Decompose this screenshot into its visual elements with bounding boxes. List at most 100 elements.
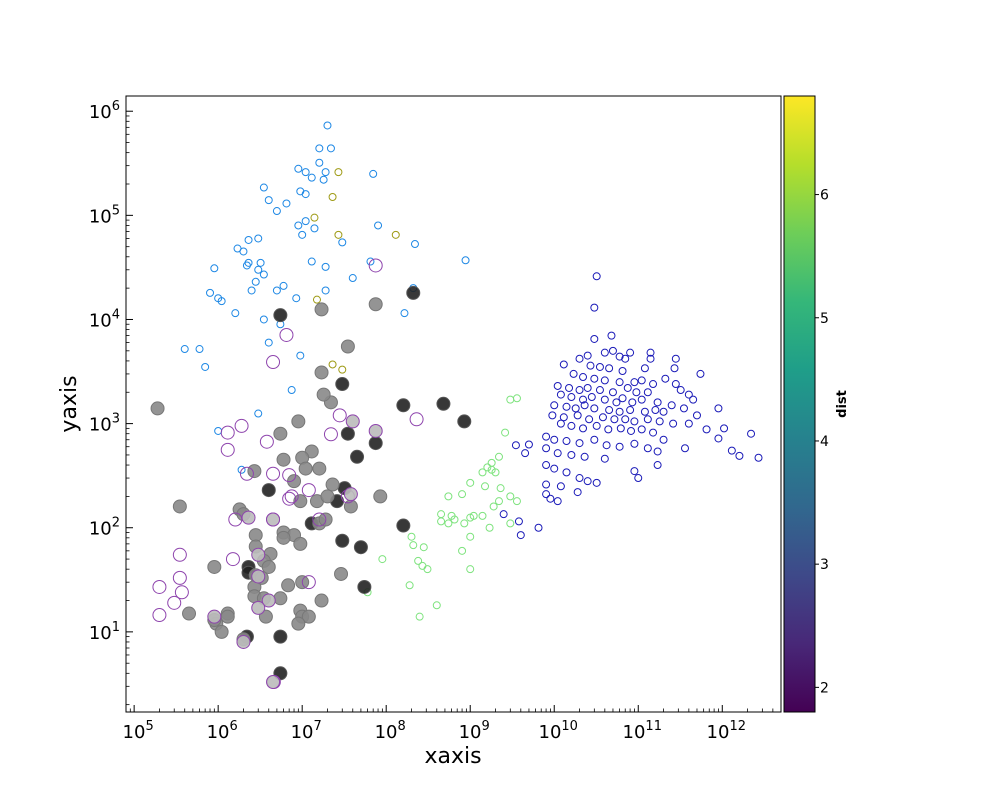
scatter-point [419, 543, 428, 552]
scatter-point [237, 465, 246, 474]
scatter-point [661, 374, 670, 383]
scatter-point [534, 523, 543, 532]
scatter-point [542, 490, 551, 499]
scatter-point [612, 398, 621, 407]
scatter-point [298, 230, 307, 239]
colorbar-tick-label: 2 [820, 680, 829, 696]
scatter-point [310, 224, 319, 233]
scatter-point [328, 360, 337, 369]
scatter-point [437, 517, 446, 526]
scatter-point [210, 264, 219, 273]
colorbar-label: dist [835, 390, 850, 418]
scatter-point [272, 207, 281, 216]
scatter-point [583, 351, 592, 360]
scatter-point [521, 449, 530, 458]
scatter-point [314, 593, 329, 608]
scatter-point [405, 581, 414, 590]
scatter-point [659, 435, 668, 444]
scatter-point [501, 428, 510, 437]
scatter-point [369, 169, 378, 178]
scatter-point [630, 439, 639, 448]
scatter-point [273, 308, 288, 323]
scatter-point [553, 449, 562, 458]
y-tick-label: 103 [89, 412, 120, 436]
scatter-point [214, 426, 223, 435]
scatter-point [301, 190, 310, 199]
scatter-point [575, 474, 584, 483]
scatter-point [542, 444, 551, 453]
scatter-point [180, 345, 189, 354]
scatter-point [511, 441, 520, 450]
scatter-point [259, 270, 268, 279]
scatter-point [444, 519, 453, 528]
colorbar-tick-label: 5 [820, 311, 829, 327]
scatter-point [542, 480, 551, 489]
scatter-point [483, 463, 492, 472]
scatter-point [350, 449, 365, 464]
scatter-point [259, 183, 268, 192]
scatter-point [293, 536, 308, 551]
scatter-point [373, 489, 388, 504]
scatter-point [590, 334, 599, 343]
scatter-point [615, 378, 624, 387]
scatter-point [653, 461, 662, 470]
scatter-point [338, 238, 347, 247]
scatter-point [590, 404, 599, 413]
scatter-point [409, 541, 418, 550]
scatter-point [247, 286, 256, 295]
scatter-point [550, 464, 559, 473]
scatter-point [671, 380, 680, 389]
scatter-point [646, 354, 655, 363]
scatter-point [600, 348, 609, 357]
scatter-point [610, 415, 619, 424]
scatter-point [195, 345, 204, 354]
scatter-point [573, 488, 582, 497]
scatter-point [640, 407, 649, 416]
scatter-point [575, 354, 584, 363]
scatter-point [273, 591, 288, 606]
scatter-point [684, 419, 693, 428]
y-tick-label: 105 [89, 203, 120, 227]
scatter-point [580, 452, 589, 461]
scatter-point [301, 168, 310, 177]
scatter-point [415, 612, 424, 621]
scatter-point [244, 235, 253, 244]
scatter-point [646, 348, 655, 357]
scatter-point [461, 256, 470, 265]
scatter-point [466, 478, 475, 487]
scatter-point [637, 395, 646, 404]
scatter-point [630, 467, 639, 476]
scatter-point [573, 411, 582, 420]
y-tick-label: 102 [89, 516, 120, 540]
scatter-point [423, 565, 432, 574]
scatter-point [567, 421, 576, 430]
scatter-point [348, 274, 357, 283]
scatter-point [400, 309, 409, 318]
y-tick-label: 101 [89, 620, 120, 644]
plot-frame [125, 95, 782, 713]
scatter-point [735, 451, 744, 460]
x-tick-label: 1010 [539, 719, 578, 743]
scatter-point [256, 258, 265, 267]
scatter-point [242, 261, 251, 270]
scatter-point [512, 497, 521, 506]
scatter-point [640, 364, 649, 373]
scatter-point [301, 609, 316, 624]
scatter-point [261, 593, 276, 608]
scatter-point [727, 446, 736, 455]
scatter-point [469, 511, 478, 520]
scatter-point [334, 230, 343, 239]
scatter-point [335, 377, 350, 392]
scatter-point [524, 440, 533, 449]
scatter-point [485, 523, 494, 532]
scatter-point [259, 315, 268, 324]
scatter-point [466, 565, 475, 574]
scatter-point [600, 395, 609, 404]
scatter-point [437, 510, 446, 519]
scatter-point [357, 579, 372, 594]
scatter-point [432, 601, 441, 610]
scatter-point [315, 158, 324, 167]
scatter-point [684, 390, 693, 399]
scatter-point [571, 404, 580, 413]
scatter-point [273, 629, 288, 644]
